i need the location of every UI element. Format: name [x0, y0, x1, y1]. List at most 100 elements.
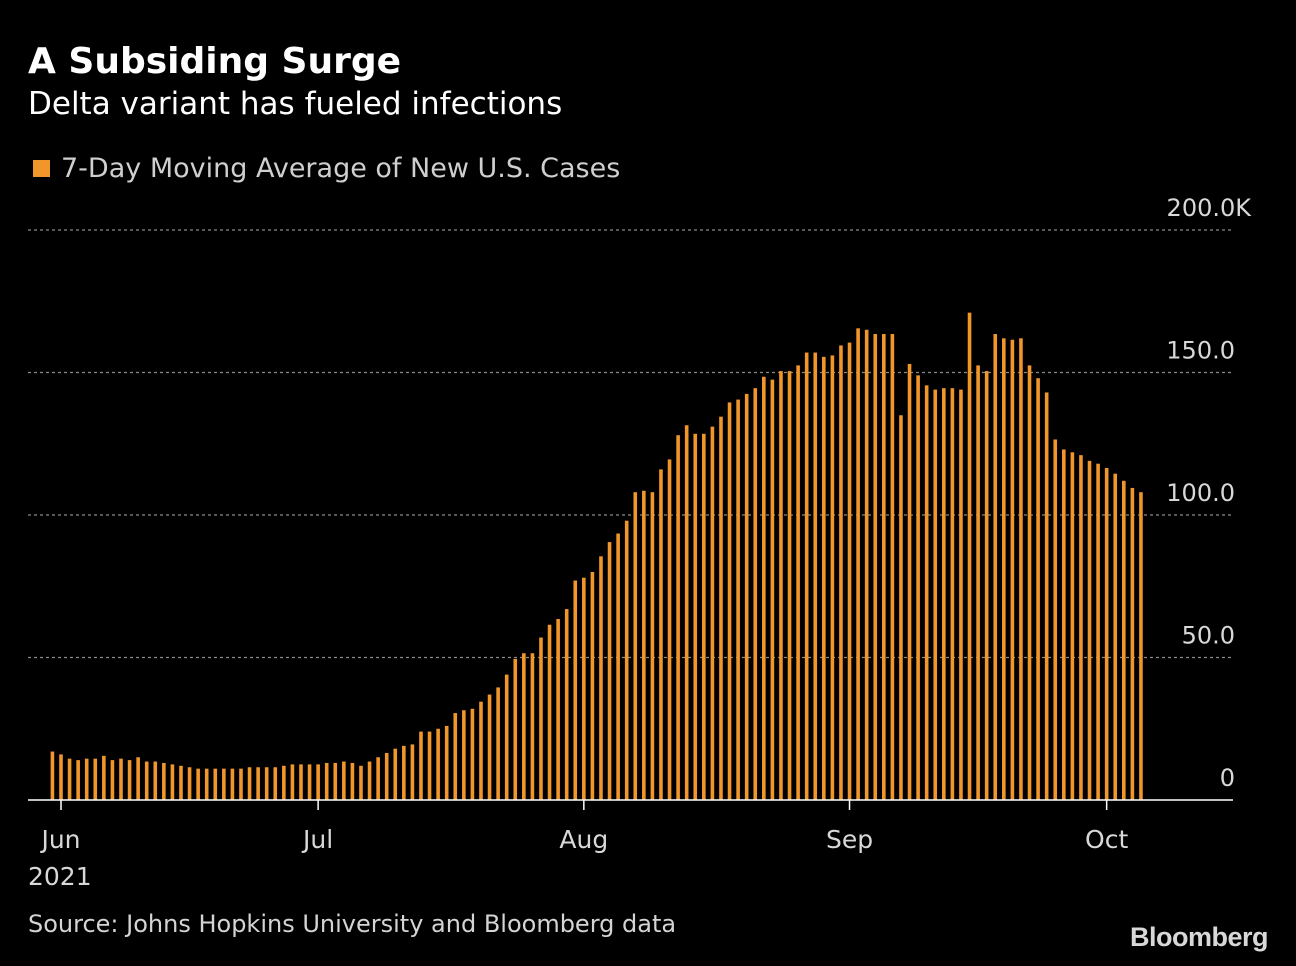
- bar: [642, 490, 646, 800]
- bar: [213, 768, 218, 800]
- y-tick-label: 100.0: [1166, 479, 1235, 507]
- bar: [864, 329, 869, 800]
- x-year-label: 2021: [28, 862, 92, 891]
- bar: [547, 624, 552, 800]
- bar: [822, 356, 826, 800]
- x-tick-label: Jul: [301, 825, 333, 854]
- bar: [1019, 338, 1023, 800]
- bar: [1062, 449, 1066, 800]
- bar: [744, 393, 749, 801]
- bar: [907, 363, 912, 800]
- bar: [402, 745, 406, 800]
- bar: [882, 334, 886, 800]
- bar: [453, 713, 458, 800]
- bar: [487, 694, 492, 800]
- bar: [693, 433, 698, 800]
- bar: [916, 375, 920, 800]
- bar: [84, 758, 89, 800]
- bar: [796, 365, 800, 801]
- bar: [1104, 467, 1109, 800]
- bar: [496, 687, 500, 800]
- bar: [307, 764, 312, 801]
- bar: [1122, 480, 1126, 800]
- bar: [616, 533, 620, 800]
- bar: [856, 328, 860, 800]
- bar: [899, 415, 903, 800]
- y-axis-labels: 0 50.0 100.0 150.0 200.0K: [1166, 194, 1252, 792]
- bar: [770, 379, 775, 801]
- chart-subtitle: Delta variant has fueled infections: [28, 86, 563, 122]
- bar: [607, 542, 612, 800]
- bar: [367, 761, 372, 800]
- x-tick-label: Jun: [39, 825, 80, 854]
- x-axis: Jun 2021 Jul Aug Sep Oct: [28, 799, 1233, 891]
- bar: [1044, 392, 1049, 800]
- bar: [727, 402, 732, 800]
- bar: [1113, 473, 1118, 800]
- bar: [924, 385, 929, 800]
- bar: [470, 708, 475, 800]
- bar: [410, 744, 415, 800]
- bar: [153, 761, 158, 800]
- bar: [950, 388, 955, 800]
- bar: [753, 388, 758, 800]
- bar: [170, 764, 175, 801]
- bar: [530, 653, 535, 800]
- bar: [342, 761, 346, 800]
- bar: [444, 725, 449, 800]
- bar: [1087, 460, 1092, 800]
- bar: [136, 757, 140, 800]
- bar: [847, 342, 852, 800]
- gridlines: [28, 229, 1233, 659]
- legend-label: 7-Day Moving Average of New U.S. Cases: [61, 152, 621, 184]
- bar: [513, 658, 518, 800]
- bar: [967, 312, 972, 800]
- bar: [993, 334, 998, 800]
- bar: [873, 334, 878, 800]
- bar: [1010, 339, 1015, 800]
- bar: [316, 764, 320, 801]
- x-tick-label: Oct: [1085, 825, 1128, 854]
- bar: [599, 556, 603, 800]
- bar: [264, 767, 269, 800]
- bar: [942, 388, 946, 800]
- bar: [1096, 463, 1100, 800]
- bar: [633, 492, 638, 800]
- bar: [179, 765, 183, 800]
- y-tick-label: 200.0K: [1167, 194, 1253, 222]
- bar: [804, 352, 809, 800]
- bar: [504, 674, 509, 800]
- y-tick-label: 150.0: [1166, 337, 1235, 365]
- bar: [127, 760, 132, 800]
- bar: [333, 762, 338, 800]
- bar: [376, 757, 380, 800]
- bar: [1027, 365, 1032, 801]
- bar: [204, 768, 209, 800]
- bar: [813, 352, 818, 800]
- bar: [273, 767, 278, 800]
- bar: [564, 609, 569, 800]
- bar: [573, 580, 578, 800]
- bar: [830, 355, 835, 800]
- bar: [256, 767, 260, 800]
- bar: [582, 577, 586, 800]
- bar: [110, 760, 115, 800]
- bar: [779, 371, 783, 800]
- bar: [659, 469, 663, 800]
- bar: [624, 520, 629, 800]
- legend-swatch: [33, 159, 50, 177]
- x-tick-label: Sep: [826, 825, 873, 854]
- bar: [299, 764, 303, 801]
- bar: [350, 762, 355, 800]
- bars: [50, 312, 1143, 801]
- bar: [684, 425, 689, 800]
- bar: [76, 760, 80, 800]
- bar: [419, 731, 423, 800]
- bar: [933, 389, 938, 800]
- bar: [676, 435, 680, 800]
- bar: [359, 765, 363, 800]
- bar: [324, 762, 329, 800]
- bar: [522, 653, 526, 800]
- bar: [556, 619, 560, 800]
